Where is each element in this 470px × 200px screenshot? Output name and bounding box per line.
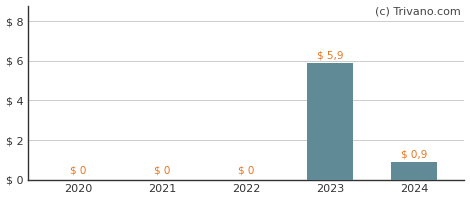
Text: $ 0: $ 0	[154, 165, 171, 175]
Text: (c) Trivano.com: (c) Trivano.com	[375, 6, 461, 16]
Bar	[391, 162, 437, 180]
Text: $ 5,9: $ 5,9	[317, 51, 344, 61]
Text: $ 0: $ 0	[238, 165, 254, 175]
Bar	[307, 63, 353, 180]
Text: $ 0: $ 0	[70, 165, 86, 175]
Text: $ 0,9: $ 0,9	[401, 149, 427, 159]
